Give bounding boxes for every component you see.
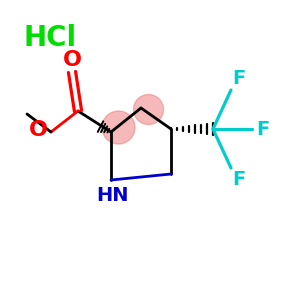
Circle shape	[134, 94, 164, 124]
Text: F: F	[256, 119, 270, 139]
Text: O: O	[62, 50, 82, 70]
Circle shape	[102, 111, 135, 144]
Text: HCl: HCl	[24, 24, 77, 52]
Text: HN: HN	[96, 186, 129, 205]
Text: F: F	[232, 69, 246, 88]
Text: O: O	[29, 121, 48, 140]
Text: F: F	[232, 170, 246, 189]
